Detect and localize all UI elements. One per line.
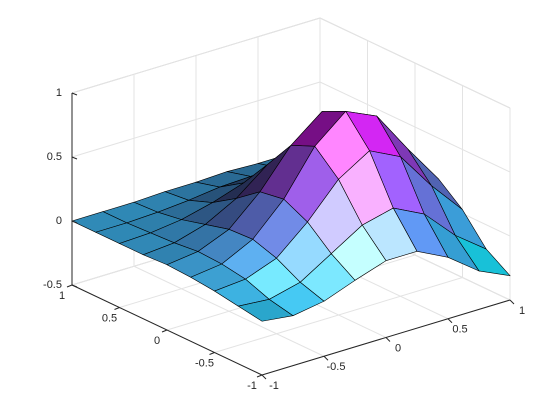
x-tick <box>509 299 515 305</box>
y-tick <box>66 284 73 288</box>
z-tick <box>71 284 78 288</box>
x-tick-label: -1 <box>269 380 279 392</box>
x-tick-label: 1 <box>519 305 525 317</box>
z-tick <box>71 220 78 224</box>
z-tick <box>71 156 78 160</box>
y-tick-label: -1 <box>247 380 257 392</box>
x-tick <box>447 318 453 324</box>
y-tick <box>161 329 168 333</box>
y-tick-label: 0.5 <box>102 312 117 324</box>
z-tick-label: -0.5 <box>43 279 62 291</box>
y-tick <box>256 374 263 378</box>
y-tick-label: 0 <box>154 335 160 347</box>
surface-patch <box>237 299 294 322</box>
grid-line <box>319 81 511 173</box>
x-tick-label: 0.5 <box>452 324 467 336</box>
z-tick-label: 0.5 <box>47 151 62 163</box>
y-tick-label: -0.5 <box>195 357 214 369</box>
y-tick <box>114 307 120 310</box>
grid-line <box>71 81 321 158</box>
grid-line <box>214 277 463 353</box>
grid-line <box>71 17 321 94</box>
x-tick <box>385 337 391 342</box>
z-tick-label: 1 <box>56 87 62 99</box>
x-tick-label: -0.5 <box>327 361 346 373</box>
x-tick <box>323 355 329 361</box>
z-tick <box>71 92 78 96</box>
z-tick-label: 0 <box>56 215 62 227</box>
y-tick <box>209 352 215 355</box>
y-tick-label: 1 <box>59 290 65 302</box>
grid-line <box>319 17 511 109</box>
x-tick-label: 0 <box>395 342 401 354</box>
x-tick <box>261 374 267 380</box>
